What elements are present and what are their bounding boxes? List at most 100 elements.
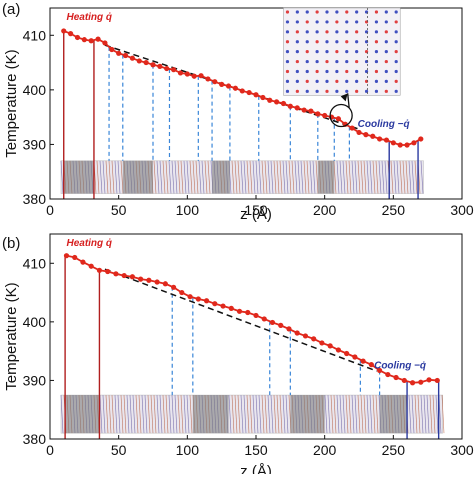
structure-bond bbox=[375, 395, 379, 434]
structure-bond bbox=[102, 395, 106, 434]
structure-bond bbox=[270, 395, 274, 434]
structure-bond bbox=[120, 395, 124, 434]
inset-atom bbox=[355, 50, 359, 54]
plot-area bbox=[60, 253, 445, 439]
inset-atom bbox=[394, 10, 398, 14]
data-point bbox=[80, 259, 86, 265]
y-tick-label: 410 bbox=[23, 255, 47, 271]
inset-atom bbox=[335, 20, 339, 24]
data-point bbox=[96, 267, 103, 273]
structure-bond bbox=[111, 395, 115, 434]
structure-bond bbox=[354, 395, 358, 434]
structure-bond bbox=[171, 395, 175, 434]
data-point bbox=[368, 362, 374, 368]
inset-atom bbox=[355, 30, 359, 34]
data-point bbox=[245, 309, 251, 316]
data-point bbox=[390, 140, 396, 146]
structure-bond bbox=[324, 395, 328, 434]
cooling-label: Cooling −q̇ bbox=[374, 361, 426, 372]
x-tick-label: 150 bbox=[244, 202, 268, 218]
data-point bbox=[383, 137, 390, 143]
data-point bbox=[401, 377, 407, 384]
structure-bond bbox=[105, 160, 109, 194]
data-point bbox=[157, 63, 163, 69]
y-axis-label: Temperature (K) bbox=[3, 282, 20, 390]
data-point bbox=[61, 28, 67, 34]
structure-bond bbox=[177, 395, 181, 434]
data-point bbox=[203, 298, 210, 304]
data-point bbox=[129, 55, 135, 61]
crystal-block bbox=[317, 160, 335, 194]
data-point bbox=[308, 108, 314, 114]
inset-atom bbox=[384, 79, 388, 83]
structure-bond bbox=[108, 395, 112, 434]
structure-bond bbox=[378, 160, 382, 194]
structure-bond bbox=[333, 160, 337, 194]
structure-bond bbox=[153, 395, 157, 434]
data-point bbox=[146, 277, 152, 283]
structure-bond bbox=[291, 160, 295, 194]
data-point bbox=[393, 374, 399, 381]
inset-atom bbox=[325, 20, 329, 24]
structure-bond bbox=[366, 160, 370, 194]
inset-atom bbox=[345, 79, 349, 83]
structure-bond bbox=[162, 160, 166, 194]
inset-atom bbox=[394, 50, 398, 54]
x-tick-label: 50 bbox=[111, 202, 127, 218]
data-point bbox=[360, 358, 366, 364]
data-point bbox=[294, 105, 300, 111]
data-point bbox=[349, 125, 355, 131]
structure-bond bbox=[339, 395, 343, 434]
structure-bond bbox=[117, 395, 121, 434]
inset-atom bbox=[295, 30, 299, 34]
inset-atom bbox=[285, 10, 290, 14]
structure-bond bbox=[240, 395, 244, 434]
data-point bbox=[72, 254, 78, 261]
structure-bond bbox=[363, 395, 367, 434]
inset-atom bbox=[285, 79, 290, 83]
structure-bond bbox=[246, 160, 250, 194]
data-point bbox=[205, 76, 211, 82]
data-point bbox=[236, 308, 243, 314]
structure-bond bbox=[345, 160, 349, 194]
inset-atom bbox=[315, 69, 319, 74]
inset-atom bbox=[315, 20, 319, 24]
structure-bond bbox=[372, 160, 376, 194]
structure-bond bbox=[303, 160, 307, 194]
structure-bond bbox=[333, 395, 337, 434]
inset-atom bbox=[285, 69, 290, 74]
data-point bbox=[385, 371, 391, 378]
inset-atom bbox=[355, 20, 359, 24]
structure-bond bbox=[192, 160, 196, 194]
structure-bond bbox=[114, 160, 118, 194]
data-point bbox=[105, 268, 111, 275]
data-point bbox=[286, 326, 292, 332]
y-tick-label: 380 bbox=[23, 431, 47, 447]
inset-atom bbox=[355, 59, 359, 64]
structure-bond bbox=[405, 160, 409, 194]
structure-bond bbox=[435, 395, 439, 434]
inset-arrow bbox=[347, 93, 350, 108]
structure-bond bbox=[234, 160, 238, 194]
structure-bond bbox=[252, 160, 256, 194]
structure-bond bbox=[297, 160, 301, 194]
inset-atom bbox=[295, 10, 299, 14]
inset-atom bbox=[305, 40, 309, 44]
structure-bond bbox=[420, 160, 424, 194]
data-point bbox=[311, 336, 317, 342]
structure-bond bbox=[264, 395, 268, 434]
data-point bbox=[335, 347, 341, 353]
structure-bond bbox=[372, 395, 376, 434]
inset-atom bbox=[374, 50, 379, 54]
structure-bond bbox=[267, 160, 271, 194]
data-point bbox=[179, 289, 185, 296]
inset-atom bbox=[355, 79, 359, 83]
structure-bond bbox=[102, 160, 106, 194]
structure-bond bbox=[237, 395, 241, 434]
linear-fit-line bbox=[104, 268, 378, 372]
structure-bond bbox=[249, 395, 253, 434]
structure-bond bbox=[120, 160, 124, 194]
inset-atom bbox=[295, 59, 299, 64]
inset-atom bbox=[384, 69, 388, 74]
